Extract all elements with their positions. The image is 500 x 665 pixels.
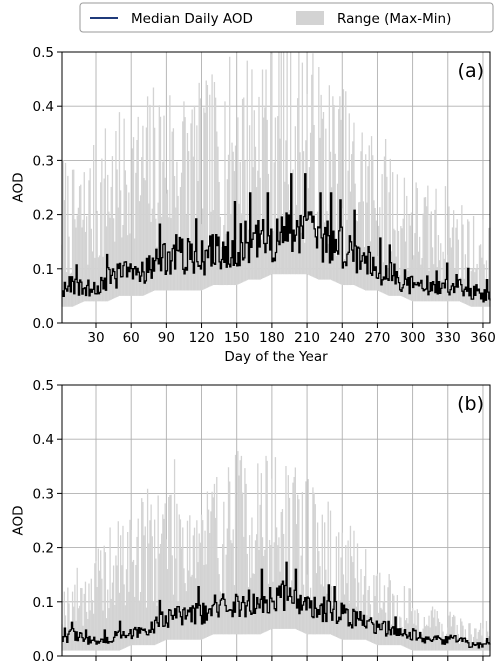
panel-a-label: (a) xyxy=(458,60,484,82)
x-tick-label: 90 xyxy=(158,330,175,346)
y-tick-label: 0.1 xyxy=(33,262,54,278)
x-tick-label: 300 xyxy=(400,330,426,346)
panel-b-x-ticks xyxy=(95,656,484,661)
legend-range-swatch xyxy=(296,11,324,25)
median-line xyxy=(62,561,491,649)
x-tick-label: 60 xyxy=(123,330,140,346)
x-tick-label: 240 xyxy=(329,330,355,346)
y-tick-label: 0.2 xyxy=(33,208,54,224)
panel-b-y-ticks: 0.0 0.1 0.2 0.3 0.4 0.5 xyxy=(33,378,62,665)
panel-a-x-ticks: 30 60 90 120 150 180 210 240 270 300 330 360 xyxy=(87,323,496,346)
legend-range-label: Range (Max-Min) xyxy=(337,11,451,27)
legend: Median Daily AOD Range (Max-Min) xyxy=(79,2,494,33)
y-tick-label: 0.5 xyxy=(33,45,54,61)
y-tick-label: 0.1 xyxy=(33,595,54,611)
panel-a-x-axis-label: Day of the Year xyxy=(224,349,328,365)
panel-a-y-ticks: 0.0 0.1 0.2 0.3 0.4 0.5 xyxy=(33,45,62,332)
panel-b-y-axis-label: AOD xyxy=(11,505,27,535)
y-tick-label: 0.4 xyxy=(33,99,54,115)
legend-frame xyxy=(79,2,494,33)
median-line xyxy=(62,173,491,303)
x-tick-label: 270 xyxy=(365,330,391,346)
x-tick-label: 210 xyxy=(294,330,320,346)
x-tick-label: 30 xyxy=(87,330,104,346)
panel-a-y-axis-label: AOD xyxy=(11,172,27,202)
panel-b-label: (b) xyxy=(457,393,484,415)
panel-b: 0.0 0.1 0.2 0.3 0.4 0.5 AOD (b) xyxy=(11,378,491,665)
x-tick-label: 150 xyxy=(224,330,250,346)
panel-b-median-line xyxy=(62,561,491,649)
panel-a: 30 60 90 120 150 180 210 240 270 300 330 360 0.0 0.1… xyxy=(11,45,496,365)
y-tick-label: 0.5 xyxy=(33,378,54,394)
y-tick-label: 0.3 xyxy=(33,486,54,502)
y-tick-label: 0.0 xyxy=(33,316,54,332)
panel-b-range-area xyxy=(61,451,491,651)
x-tick-label: 180 xyxy=(259,330,285,346)
y-tick-label: 0.0 xyxy=(33,649,54,665)
legend-median-label: Median Daily AOD xyxy=(131,11,253,27)
x-tick-label: 360 xyxy=(470,330,496,346)
y-tick-label: 0.3 xyxy=(33,153,54,169)
panel-a-median-line xyxy=(62,173,491,303)
panel-b-frame xyxy=(61,384,491,657)
x-tick-label: 120 xyxy=(189,330,215,346)
panel-a-frame xyxy=(61,51,491,324)
x-tick-label: 330 xyxy=(435,330,461,346)
y-tick-label: 0.2 xyxy=(33,541,54,557)
y-tick-label: 0.4 xyxy=(33,432,54,448)
